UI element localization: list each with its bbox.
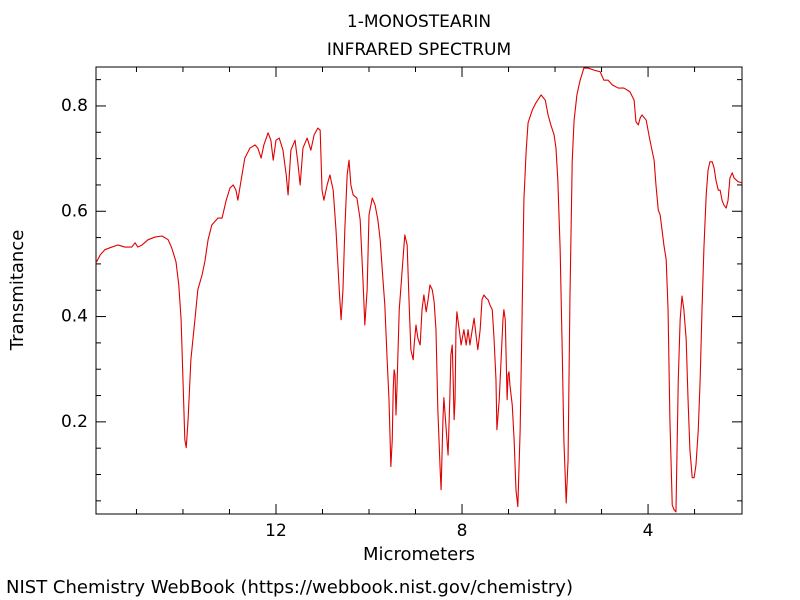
y-tick-label: 0.2 (61, 412, 88, 432)
x-axis-label: Micrometers (363, 544, 475, 565)
spectrum-line (95, 67, 743, 513)
chart-title: 1-MONOSTEARIN (347, 12, 491, 32)
y-tick-label: 0.6 (61, 201, 88, 221)
chart-subtitle: INFRARED SPECTRUM (327, 40, 511, 60)
x-tick-label: 8 (457, 521, 468, 541)
x-tick-label: 12 (265, 521, 287, 541)
footer: NIST Chemistry WebBook (https://webbook.… (6, 577, 573, 598)
y-axis-label: Transmitance (7, 230, 28, 352)
y-tick-label: 0.4 (61, 307, 88, 327)
y-tick-label: 0.8 (61, 96, 88, 116)
x-tick-label: 4 (643, 521, 654, 541)
